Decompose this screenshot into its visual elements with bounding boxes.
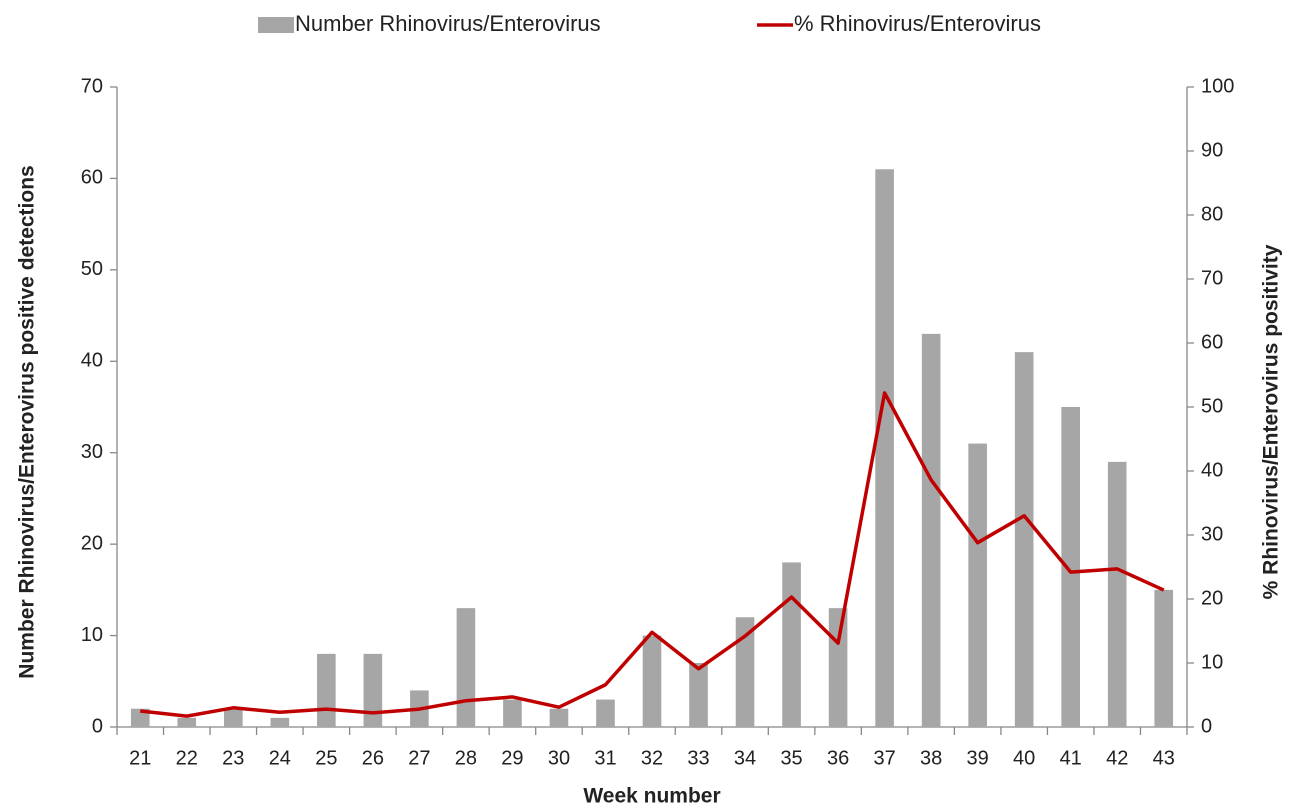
- x-axis-title: Week number: [583, 785, 720, 808]
- y-tick-label: 0: [92, 715, 103, 737]
- x-tick-label: 41: [1060, 747, 1082, 769]
- x-tick-label: 25: [315, 747, 337, 769]
- bar: [456, 608, 476, 727]
- y2-tick-label: 20: [1201, 587, 1223, 609]
- bar: [270, 717, 290, 727]
- x-tick-label: 21: [129, 747, 151, 769]
- legend-label: Number Rhinovirus/Enterovirus: [295, 11, 601, 36]
- bar: [130, 708, 150, 727]
- bar: [363, 653, 383, 727]
- legend-label: % Rhinovirus/Enterovirus: [794, 11, 1041, 36]
- bar: [642, 635, 662, 727]
- bar: [689, 663, 708, 727]
- bar: [828, 608, 848, 727]
- bar: [177, 717, 197, 727]
- bar: [875, 169, 894, 728]
- x-tick-label: 43: [1153, 747, 1175, 769]
- x-tick-label: 31: [594, 747, 616, 769]
- bar: [503, 699, 522, 727]
- x-tick-label: 36: [827, 747, 849, 769]
- x-tick-label: 37: [873, 747, 895, 769]
- x-tick-label: 39: [967, 747, 989, 769]
- x-tick-label: 32: [641, 747, 663, 769]
- y-tick-label: 30: [81, 441, 103, 463]
- line: [140, 391, 1165, 718]
- y-tick-label: 40: [81, 350, 103, 372]
- x-tick-label: 42: [1106, 747, 1128, 769]
- y-axis-title: Number Rhinovirus/Enterovirus positive d…: [16, 165, 39, 678]
- x-tick-label: 35: [780, 747, 802, 769]
- legend-swatch: [258, 17, 294, 33]
- y2-tick-label: 100: [1201, 75, 1234, 97]
- y2-tick-label: 80: [1201, 203, 1223, 225]
- y2-tick-label: 10: [1201, 651, 1223, 673]
- bar: [782, 562, 801, 727]
- y-tick-label: 50: [81, 258, 103, 280]
- bar: [921, 333, 941, 727]
- bar: [1107, 461, 1127, 727]
- x-tick-label: 30: [548, 747, 570, 769]
- x-tick-label: 33: [687, 747, 709, 769]
- bar: [317, 653, 336, 727]
- bar: [1154, 589, 1174, 727]
- y-tick-label: 70: [81, 75, 103, 97]
- x-tick-label: 28: [455, 747, 477, 769]
- x-tick-label: 34: [734, 747, 756, 769]
- y2-axis-title: % Rhinovirus/Enterovirus positivity: [1260, 244, 1283, 599]
- y2-tick-label: 30: [1201, 523, 1223, 545]
- x-tick-label: 23: [222, 747, 244, 769]
- y2-tick-label: 40: [1201, 459, 1223, 481]
- x-tick-label: 24: [269, 747, 291, 769]
- x-tick-label: 38: [920, 747, 942, 769]
- y2-tick-label: 0: [1201, 715, 1212, 737]
- x-tick-label: 29: [501, 747, 523, 769]
- bar: [1061, 407, 1080, 727]
- y2-tick-label: 90: [1201, 139, 1223, 161]
- x-tick-label: 22: [176, 747, 198, 769]
- y2-tick-label: 50: [1201, 395, 1223, 417]
- bar: [549, 708, 569, 727]
- bar: [596, 699, 615, 727]
- x-tick-label: 27: [408, 747, 430, 769]
- bar: [735, 617, 755, 727]
- x-tick-label: 26: [362, 747, 384, 769]
- y2-tick-label: 70: [1201, 267, 1223, 289]
- bar: [968, 443, 987, 727]
- y2-tick-label: 60: [1201, 331, 1223, 353]
- bar: [224, 708, 243, 727]
- y-tick-label: 60: [81, 167, 103, 189]
- x-tick-label: 40: [1013, 747, 1035, 769]
- y-tick-label: 20: [81, 532, 103, 554]
- bar: [1014, 352, 1034, 727]
- y-tick-label: 10: [81, 624, 103, 646]
